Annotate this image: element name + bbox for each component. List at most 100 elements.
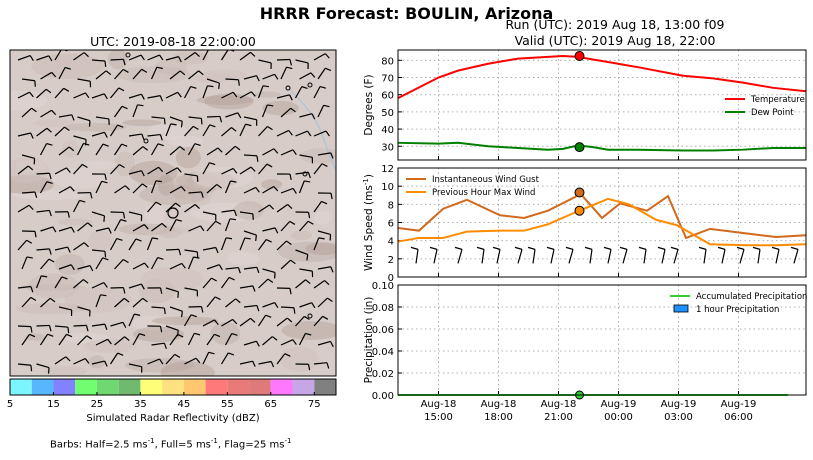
terrain-shade <box>83 338 136 353</box>
barb-staff <box>91 59 106 62</box>
barb-flag <box>52 226 57 233</box>
barb-flag <box>63 50 68 52</box>
map-wind-barb <box>206 147 223 156</box>
barb-flag <box>267 104 274 107</box>
barb-staff <box>77 78 91 82</box>
map-wind-barb <box>184 51 200 61</box>
terrain-shade <box>196 95 254 105</box>
y-tick-label: 8 <box>388 200 394 211</box>
barb-staff <box>165 202 176 213</box>
map-wind-barb <box>313 53 330 61</box>
map-wind-barb <box>91 249 107 258</box>
barb-staff <box>77 265 91 270</box>
map-wind-barb <box>243 340 260 347</box>
map-wind-barb <box>73 92 90 99</box>
barb-flag <box>255 234 257 242</box>
barb-flag <box>195 357 201 364</box>
barb-staff <box>58 334 67 346</box>
barb-staff <box>40 109 52 118</box>
barb-flag <box>286 66 293 70</box>
map-wind-barb <box>58 264 75 271</box>
map-wind-barb <box>225 112 242 119</box>
map-wind-barb <box>225 298 241 308</box>
map-wind-barb <box>317 266 334 273</box>
map-wind-barb <box>202 351 215 365</box>
map-wind-barb <box>151 342 167 350</box>
barb-flag <box>103 282 108 288</box>
barb-flag <box>30 296 37 301</box>
terrain-shade <box>10 157 49 184</box>
map-wind-barb <box>258 163 273 175</box>
barb-flag <box>326 362 330 369</box>
map-wind-barb <box>187 143 201 156</box>
current-max-wind-marker <box>574 205 585 216</box>
barb-flag <box>46 181 53 185</box>
barb-staff <box>165 56 179 61</box>
barb-staff <box>128 238 137 251</box>
barb-flag <box>527 246 536 250</box>
map-wind-barb <box>91 131 108 138</box>
barb-flag <box>218 264 223 271</box>
map-wind-barb <box>239 123 252 137</box>
colorbar-segment <box>10 379 32 395</box>
series-line-temperature <box>397 55 807 100</box>
map-wind-barb <box>187 332 201 346</box>
barb-staff <box>58 67 66 80</box>
barb-flag <box>292 149 297 156</box>
barb-flag <box>233 210 237 217</box>
barb-staff <box>54 276 63 289</box>
x-tick-label-time: 18:00 <box>484 412 513 423</box>
barb-flag <box>29 91 34 98</box>
barb-staff <box>110 164 120 175</box>
timeseries-wind-barb <box>657 246 666 264</box>
map-wind-barb <box>21 296 37 308</box>
map-wind-barb <box>257 85 270 99</box>
barb-staff <box>95 257 104 270</box>
barb-flag <box>232 168 238 174</box>
barb-staff <box>73 135 87 141</box>
unit-exponent: -1 <box>284 437 292 445</box>
barb-staff <box>206 264 220 270</box>
map-wind-barb <box>202 211 217 221</box>
x-tick-label-date: Aug-19 <box>721 399 757 410</box>
barb-flag <box>273 148 279 154</box>
barb-staff <box>221 167 234 175</box>
map-wind-barb <box>313 280 330 289</box>
map-wind-barb <box>54 50 68 61</box>
map-wind-barb <box>128 133 145 140</box>
map-wind-barb <box>276 240 292 251</box>
map-wind-barb <box>150 180 162 194</box>
y-axis-label-exponent: -1 <box>362 178 370 185</box>
map-wind-barb <box>239 317 256 327</box>
barb-staff <box>113 143 123 156</box>
map-wind-barb <box>188 191 204 198</box>
barb-flag <box>64 66 71 70</box>
map-wind-barb <box>220 237 233 251</box>
barb-flag <box>286 317 293 323</box>
map-wind-barb <box>36 172 52 180</box>
barb-staff <box>128 283 142 289</box>
barb-staff <box>299 154 313 158</box>
barb-staff <box>262 73 275 80</box>
colorbar-segment <box>31 379 54 395</box>
barb-flag <box>211 277 218 282</box>
colorbar-segment <box>53 379 76 395</box>
barb-flag <box>229 218 237 221</box>
map-wind-barb <box>77 191 93 199</box>
barb-flag <box>323 104 330 108</box>
barb-staff <box>169 116 183 122</box>
barb-flag <box>103 132 108 138</box>
barb-flag <box>49 297 56 303</box>
barb-flag <box>177 91 182 98</box>
map-wind-barb <box>276 203 293 213</box>
colorbar-tick-label: 75 <box>308 399 321 410</box>
map-wind-barb <box>91 282 108 289</box>
panel-frame <box>397 49 807 161</box>
map-wind-barb <box>206 220 222 232</box>
map-wind-barb <box>239 360 256 367</box>
map-wind-barb <box>280 306 296 314</box>
barb-flag <box>194 52 200 57</box>
barb-staff <box>165 167 178 175</box>
barb-flag <box>237 267 241 274</box>
barb-flag <box>289 173 292 181</box>
